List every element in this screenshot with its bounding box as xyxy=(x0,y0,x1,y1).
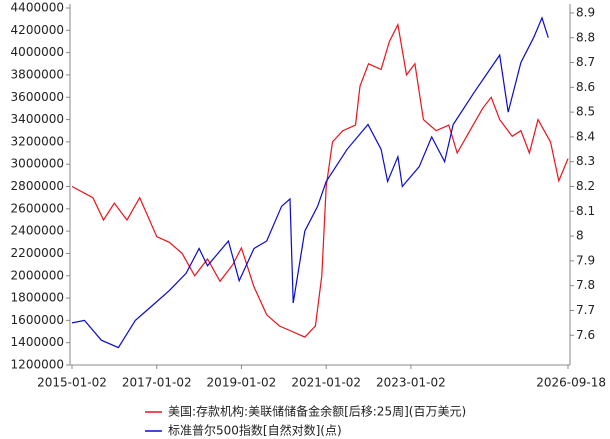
y2-tick-label: 8.7 xyxy=(576,55,595,69)
y2-tick-label: 8.1 xyxy=(576,204,595,218)
y2-tick-label: 8.5 xyxy=(576,105,595,119)
x-tick-label: 2021-01-02 xyxy=(291,376,361,390)
y-tick-label: 2800000 xyxy=(11,179,64,193)
y2-tick-label: 8.8 xyxy=(576,30,595,44)
legend-label: 美国:存款机构:美联储储备金余额[后移:25周](百万美元) xyxy=(168,404,466,419)
y2-tick-label: 8.3 xyxy=(576,154,595,168)
y-tick-label: 1600000 xyxy=(11,313,64,327)
y-tick-label: 2400000 xyxy=(11,224,64,238)
y2-tick-label: 7.6 xyxy=(576,328,595,342)
x-tick-label: 2015-01-02 xyxy=(37,376,107,390)
y-tick-label: 4400000 xyxy=(11,1,64,15)
x-tick-label: 2026-09-18 xyxy=(536,376,606,390)
y2-tick-label: 7.9 xyxy=(576,253,595,267)
y-tick-label: 3000000 xyxy=(11,157,64,171)
legend-label: 标准普尔500指数[自然对数](点) xyxy=(168,423,342,438)
y-tick-label: 3200000 xyxy=(11,134,64,148)
x-tick-label: 2023-01-02 xyxy=(376,376,446,390)
y2-tick-label: 8.4 xyxy=(576,129,595,143)
y2-tick-label: 7.8 xyxy=(576,278,595,292)
y-tick-label: 3400000 xyxy=(11,112,64,126)
y-tick-label: 4200000 xyxy=(11,23,64,37)
y-tick-label: 1200000 xyxy=(11,358,64,372)
y-tick-label: 1400000 xyxy=(11,335,64,349)
y-tick-label: 1800000 xyxy=(11,291,64,305)
y2-tick-label: 8.2 xyxy=(576,179,595,193)
series-line xyxy=(71,22,569,338)
y2-tick-label: 8 xyxy=(576,229,584,243)
y-tick-label: 3600000 xyxy=(11,90,64,104)
y2-tick-label: 7.7 xyxy=(576,303,595,317)
y-tick-label: 2000000 xyxy=(11,268,64,282)
x-tick-label: 2019-01-02 xyxy=(207,376,277,390)
y-tick-label: 3800000 xyxy=(11,67,64,81)
x-tick-label: 2017-01-02 xyxy=(122,376,192,390)
y-tick-label: 4000000 xyxy=(11,45,64,59)
y-tick-label: 2200000 xyxy=(11,246,64,260)
y2-tick-label: 8.9 xyxy=(576,5,595,19)
y2-tick-label: 8.6 xyxy=(576,80,595,94)
y-tick-label: 2600000 xyxy=(11,201,64,215)
series-line xyxy=(71,16,549,349)
